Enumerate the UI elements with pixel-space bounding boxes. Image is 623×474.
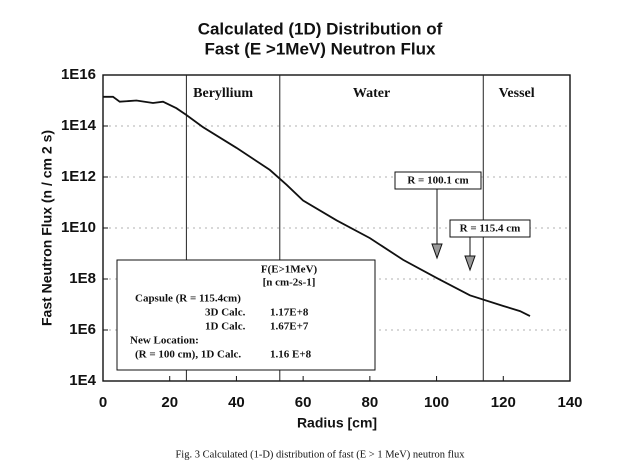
y-tick-label: 1E16 [61,66,96,83]
x-tick-label: 120 [491,394,516,411]
y-tick-label: 1E14 [61,117,97,134]
arrow-head [431,243,443,260]
x-tick-label: 60 [295,394,312,411]
x-tick-label: 40 [228,394,245,411]
region-label: Vessel [499,86,535,101]
inset-cell: New Location: [130,335,199,347]
y-tick-label: 1E8 [69,270,96,287]
inset-box [116,259,376,371]
chart-title: Fast (E >1MeV) Neutron Flux [205,39,436,58]
inset-cell: 1.17E+8 [270,307,309,319]
y-axis-label: Fast Neutron Flux (n / cm 2 s) [39,130,55,326]
x-tick-label: 100 [424,394,449,411]
inset-header: F(E>1MeV) [261,264,318,276]
y-tick-label: 1E12 [61,168,96,185]
y-tick-label: 1E10 [61,219,96,236]
x-tick-label: 140 [557,394,582,411]
chart-title: Calculated (1D) Distribution of [198,19,443,38]
x-tick-label: 20 [161,394,178,411]
y-tick-label: 1E4 [69,372,96,389]
plot-frame [102,74,571,382]
region-label: Water [353,86,390,101]
region-label: Beryllium [193,86,253,101]
inset-cell: 1.16 E+8 [270,349,312,361]
annotation: R = 100.1 cm [407,175,468,187]
annotation-box [449,219,531,238]
caption: Fig. 3 Calculated (1-D) distribution of … [175,449,465,460]
inset-cell: 1.67E+7 [270,321,309,333]
annotation: R = 115.4 cm [460,223,521,235]
y-tick-label: 1E6 [69,321,96,338]
x-axis-label: Radius [cm] [297,415,377,431]
inset-cell: 3D Calc. [205,307,246,319]
inset-cell: 1D Calc. [205,321,246,333]
x-tick-label: 80 [362,394,379,411]
inset-cell: (R = 100 cm), 1D Calc. [135,349,241,361]
inset-cell: Capsule (R = 115.4cm) [135,293,241,305]
x-tick-label: 0 [99,394,107,411]
arrow-head [464,255,476,272]
flux-line [103,95,531,317]
annotation-box [394,171,482,190]
inset-header: [n cm-2s-1] [263,277,316,289]
